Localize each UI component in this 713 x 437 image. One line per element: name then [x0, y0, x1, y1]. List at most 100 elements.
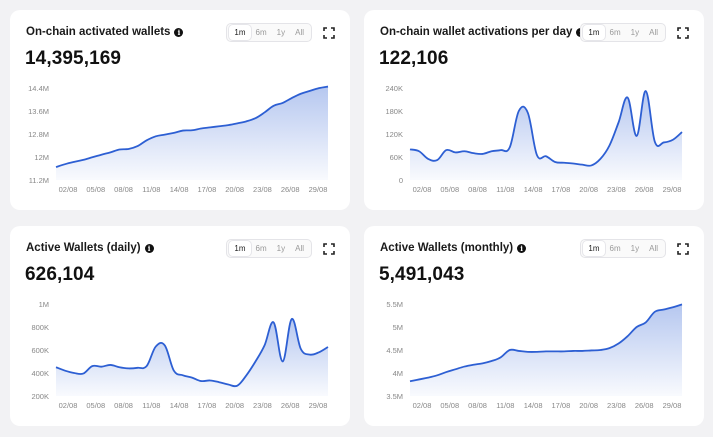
data-point[interactable]: [72, 160, 76, 164]
data-point[interactable]: [417, 149, 421, 153]
data-point[interactable]: [653, 140, 657, 144]
range-tab-1y[interactable]: 1y: [630, 244, 640, 253]
data-point[interactable]: [208, 378, 212, 382]
data-point[interactable]: [154, 134, 158, 138]
range-tab-1y[interactable]: 1y: [276, 28, 286, 37]
data-point[interactable]: [544, 154, 548, 158]
data-point[interactable]: [308, 353, 312, 357]
data-point[interactable]: [499, 148, 503, 152]
data-point[interactable]: [598, 348, 602, 352]
data-point[interactable]: [253, 116, 257, 120]
data-point[interactable]: [562, 161, 566, 165]
data-point[interactable]: [136, 366, 140, 370]
data-point[interactable]: [326, 85, 330, 89]
data-point[interactable]: [281, 360, 285, 364]
range-tab-all[interactable]: All: [649, 244, 658, 253]
data-point[interactable]: [244, 119, 248, 123]
data-point[interactable]: [580, 163, 584, 167]
data-point[interactable]: [462, 365, 466, 369]
data-point[interactable]: [163, 133, 167, 137]
data-point[interactable]: [290, 96, 294, 100]
data-point[interactable]: [244, 373, 248, 377]
range-tab-1m[interactable]: 1m: [229, 241, 251, 256]
range-tab-all[interactable]: All: [295, 244, 304, 253]
data-point[interactable]: [535, 153, 539, 157]
data-point[interactable]: [544, 349, 548, 353]
data-point[interactable]: [217, 124, 221, 128]
range-tab-1y[interactable]: 1y: [630, 28, 640, 37]
data-point[interactable]: [589, 348, 593, 352]
range-tab-1m[interactable]: 1m: [583, 241, 605, 256]
data-point[interactable]: [671, 138, 675, 142]
data-point[interactable]: [589, 163, 593, 167]
range-tab-6m[interactable]: 6m: [609, 244, 621, 253]
data-point[interactable]: [181, 373, 185, 377]
range-tab-all[interactable]: All: [649, 28, 658, 37]
range-tab-6m[interactable]: 6m: [255, 244, 267, 253]
range-tab-1m[interactable]: 1m: [583, 25, 605, 40]
data-point[interactable]: [553, 160, 557, 164]
data-point[interactable]: [635, 325, 639, 329]
data-point[interactable]: [181, 129, 185, 133]
data-point[interactable]: [408, 147, 412, 151]
data-point[interactable]: [272, 104, 276, 108]
data-point[interactable]: [127, 366, 131, 370]
data-point[interactable]: [553, 349, 557, 353]
range-tab-all[interactable]: All: [295, 28, 304, 37]
data-point[interactable]: [607, 346, 611, 350]
data-point[interactable]: [281, 101, 285, 105]
data-point[interactable]: [453, 367, 457, 371]
data-point[interactable]: [272, 320, 276, 324]
data-point[interactable]: [635, 134, 639, 138]
data-point[interactable]: [208, 125, 212, 129]
data-point[interactable]: [263, 110, 267, 114]
data-point[interactable]: [145, 138, 149, 142]
data-point[interactable]: [63, 369, 67, 373]
data-point[interactable]: [626, 96, 630, 100]
data-point[interactable]: [99, 365, 103, 369]
expand-icon[interactable]: [319, 23, 338, 42]
data-point[interactable]: [471, 363, 475, 367]
data-point[interactable]: [526, 111, 530, 115]
data-point[interactable]: [217, 380, 221, 384]
data-point[interactable]: [172, 369, 176, 373]
data-point[interactable]: [508, 348, 512, 352]
data-point[interactable]: [490, 149, 494, 153]
data-point[interactable]: [290, 317, 294, 321]
data-point[interactable]: [172, 131, 176, 135]
data-point[interactable]: [562, 349, 566, 353]
data-point[interactable]: [426, 376, 430, 380]
data-point[interactable]: [154, 345, 158, 349]
data-point[interactable]: [235, 384, 239, 388]
data-point[interactable]: [662, 308, 666, 312]
data-point[interactable]: [426, 157, 430, 161]
data-point[interactable]: [471, 151, 475, 155]
data-point[interactable]: [117, 365, 121, 369]
data-point[interactable]: [499, 355, 503, 359]
data-point[interactable]: [571, 162, 575, 166]
data-point[interactable]: [417, 377, 421, 381]
data-point[interactable]: [526, 350, 530, 354]
data-point[interactable]: [308, 89, 312, 93]
data-point[interactable]: [644, 320, 648, 324]
range-tab-1y[interactable]: 1y: [276, 244, 286, 253]
data-point[interactable]: [54, 365, 58, 369]
data-point[interactable]: [435, 158, 439, 162]
data-point[interactable]: [326, 345, 330, 349]
data-point[interactable]: [99, 153, 103, 157]
data-point[interactable]: [580, 349, 584, 353]
data-point[interactable]: [444, 148, 448, 152]
data-point[interactable]: [481, 361, 485, 365]
data-point[interactable]: [226, 383, 230, 387]
data-point[interactable]: [199, 127, 203, 131]
data-point[interactable]: [299, 347, 303, 351]
data-point[interactable]: [490, 359, 494, 363]
expand-icon[interactable]: [673, 239, 692, 258]
data-point[interactable]: [653, 310, 657, 314]
range-tab-6m[interactable]: 6m: [609, 28, 621, 37]
data-point[interactable]: [190, 376, 194, 380]
data-point[interactable]: [145, 364, 149, 368]
data-point[interactable]: [90, 364, 94, 368]
data-point[interactable]: [226, 123, 230, 127]
data-point[interactable]: [617, 342, 621, 346]
